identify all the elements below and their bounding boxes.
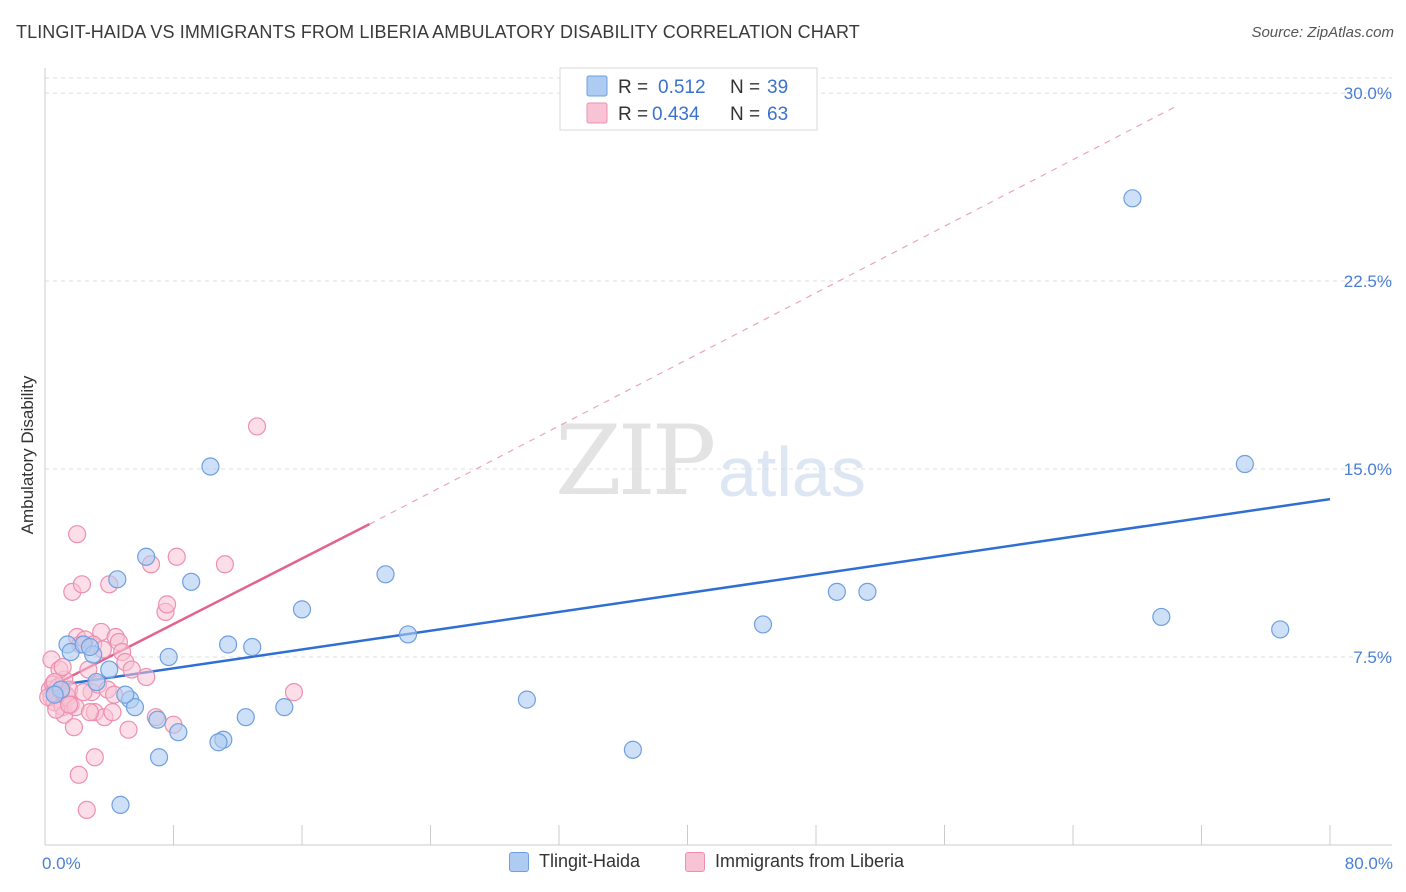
point-tlingit-haida-6 bbox=[45, 685, 64, 704]
legend-n-value-1: 39 bbox=[767, 77, 788, 98]
trend-line-liberia-extension bbox=[369, 105, 1178, 525]
legend-r-label-2: R = bbox=[618, 104, 648, 125]
legend-n-label-1: N = bbox=[730, 77, 760, 98]
point-tlingit-haida-4 bbox=[80, 637, 100, 657]
tick-labels: 7.5% 15.0% 22.5% 30.0% 0.0% 80.0% bbox=[42, 84, 1393, 873]
point-liberia-36 bbox=[68, 525, 87, 544]
point-tlingit-haida-34 bbox=[1152, 607, 1171, 627]
point-liberia-54 bbox=[74, 683, 93, 702]
chart-title: TLINGIT-HAIDA VS IMMIGRANTS FROM LIBERIA… bbox=[16, 22, 860, 42]
point-tlingit-haida-33 bbox=[1123, 189, 1142, 208]
point-tlingit-haida-25 bbox=[292, 600, 312, 619]
legend-swatch-tlingit-haida bbox=[586, 75, 608, 97]
point-tlingit-haida-13 bbox=[148, 710, 167, 729]
x-tick-label-max: 80.0% bbox=[1345, 854, 1393, 873]
point-liberia-49 bbox=[69, 765, 88, 784]
legend-bottom-swatch-liberia bbox=[685, 851, 705, 872]
point-tlingit-haida-27 bbox=[398, 625, 418, 644]
point-liberia-60 bbox=[80, 703, 100, 722]
watermark-atlas: atlas bbox=[718, 433, 866, 511]
point-liberia-46 bbox=[215, 555, 234, 574]
point-liberia-35 bbox=[122, 660, 141, 679]
point-tlingit-haida-30 bbox=[753, 615, 773, 634]
y-tick-label-0: 7.5% bbox=[1353, 648, 1392, 667]
legend-bottom: Tlingit-Haida Immigrants from Liberia bbox=[0, 851, 1406, 879]
legend-r-label-1: R = bbox=[618, 77, 648, 98]
y-tick-label-2: 22.5% bbox=[1344, 272, 1392, 291]
point-tlingit-haida-22 bbox=[236, 708, 255, 727]
point-tlingit-haida-9 bbox=[100, 660, 119, 679]
point-liberia-56 bbox=[53, 657, 72, 677]
point-liberia-34 bbox=[119, 720, 138, 739]
legend-r-value-1: 0.512 bbox=[658, 77, 706, 98]
trend-line-liberia bbox=[44, 523, 371, 691]
grid-lines bbox=[45, 77, 1392, 658]
point-liberia-39 bbox=[137, 667, 156, 687]
legend-bottom-label-tlingit-haida: Tlingit-Haida bbox=[539, 851, 641, 871]
point-tlingit-haida-17 bbox=[182, 572, 201, 591]
point-liberia-45 bbox=[167, 547, 186, 566]
legend-n-label-2: N = bbox=[730, 104, 760, 125]
point-liberia-17 bbox=[64, 718, 84, 737]
point-tlingit-haida-31 bbox=[827, 582, 846, 601]
point-tlingit-haida-14 bbox=[169, 723, 188, 742]
point-liberia-43 bbox=[157, 595, 177, 614]
watermark-zip: ZIP bbox=[555, 405, 716, 517]
legend-bottom-swatch-tlingit-haida bbox=[509, 851, 529, 872]
point-liberia-48 bbox=[284, 683, 304, 702]
x-tick-label-min: 0.0% bbox=[42, 854, 81, 873]
point-liberia-59 bbox=[59, 695, 79, 714]
point-tlingit-haida-11 bbox=[125, 698, 145, 717]
legend-top: R = 0.512 N = 39 R = 0.434 N = 63 bbox=[559, 67, 818, 131]
point-liberia-50 bbox=[77, 800, 96, 820]
point-tlingit-haida-18 bbox=[201, 457, 220, 476]
y-tick-label-1: 15.0% bbox=[1344, 460, 1392, 479]
legend-item-liberia: Immigrants from Liberia bbox=[685, 851, 904, 872]
point-tlingit-haida-7 bbox=[108, 570, 127, 589]
data-points bbox=[39, 189, 1290, 820]
point-liberia-47 bbox=[247, 417, 267, 436]
point-tlingit-haida-21 bbox=[209, 733, 228, 752]
trend-line-tlingit-haida bbox=[44, 497, 1331, 689]
y-tick-label-3: 30.0% bbox=[1344, 84, 1392, 103]
axes bbox=[44, 68, 1392, 846]
legend-item-tlingit-haida: Tlingit-Haida bbox=[509, 851, 640, 872]
point-tlingit-haida-19 bbox=[219, 635, 238, 654]
point-liberia-51 bbox=[85, 748, 104, 767]
point-tlingit-haida-24 bbox=[275, 698, 294, 717]
point-tlingit-haida-8 bbox=[137, 547, 156, 566]
point-tlingit-haida-15 bbox=[149, 748, 169, 767]
point-tlingit-haida-26 bbox=[376, 565, 395, 584]
point-tlingit-haida-12 bbox=[159, 647, 178, 667]
point-tlingit-haida-38 bbox=[87, 672, 106, 692]
point-liberia-38 bbox=[72, 575, 92, 594]
point-tlingit-haida-36 bbox=[1271, 620, 1290, 639]
source-label: Source: ZipAtlas.com bbox=[1251, 24, 1394, 41]
point-tlingit-haida-23 bbox=[243, 637, 262, 657]
legend-bottom-label-liberia: Immigrants from Liberia bbox=[715, 851, 905, 871]
point-tlingit-haida-28 bbox=[517, 690, 536, 709]
point-tlingit-haida-29 bbox=[623, 740, 642, 759]
point-liberia-29 bbox=[103, 703, 122, 722]
legend-r-value-2: 0.434 bbox=[652, 104, 700, 125]
point-tlingit-haida-16 bbox=[111, 795, 130, 814]
point-tlingit-haida-35 bbox=[1235, 454, 1254, 474]
trend-lines bbox=[44, 105, 1331, 691]
point-tlingit-haida-37 bbox=[116, 685, 135, 704]
legend-n-value-2: 63 bbox=[767, 104, 788, 125]
legend-swatch-liberia bbox=[586, 102, 608, 124]
point-tlingit-haida-32 bbox=[858, 582, 877, 601]
